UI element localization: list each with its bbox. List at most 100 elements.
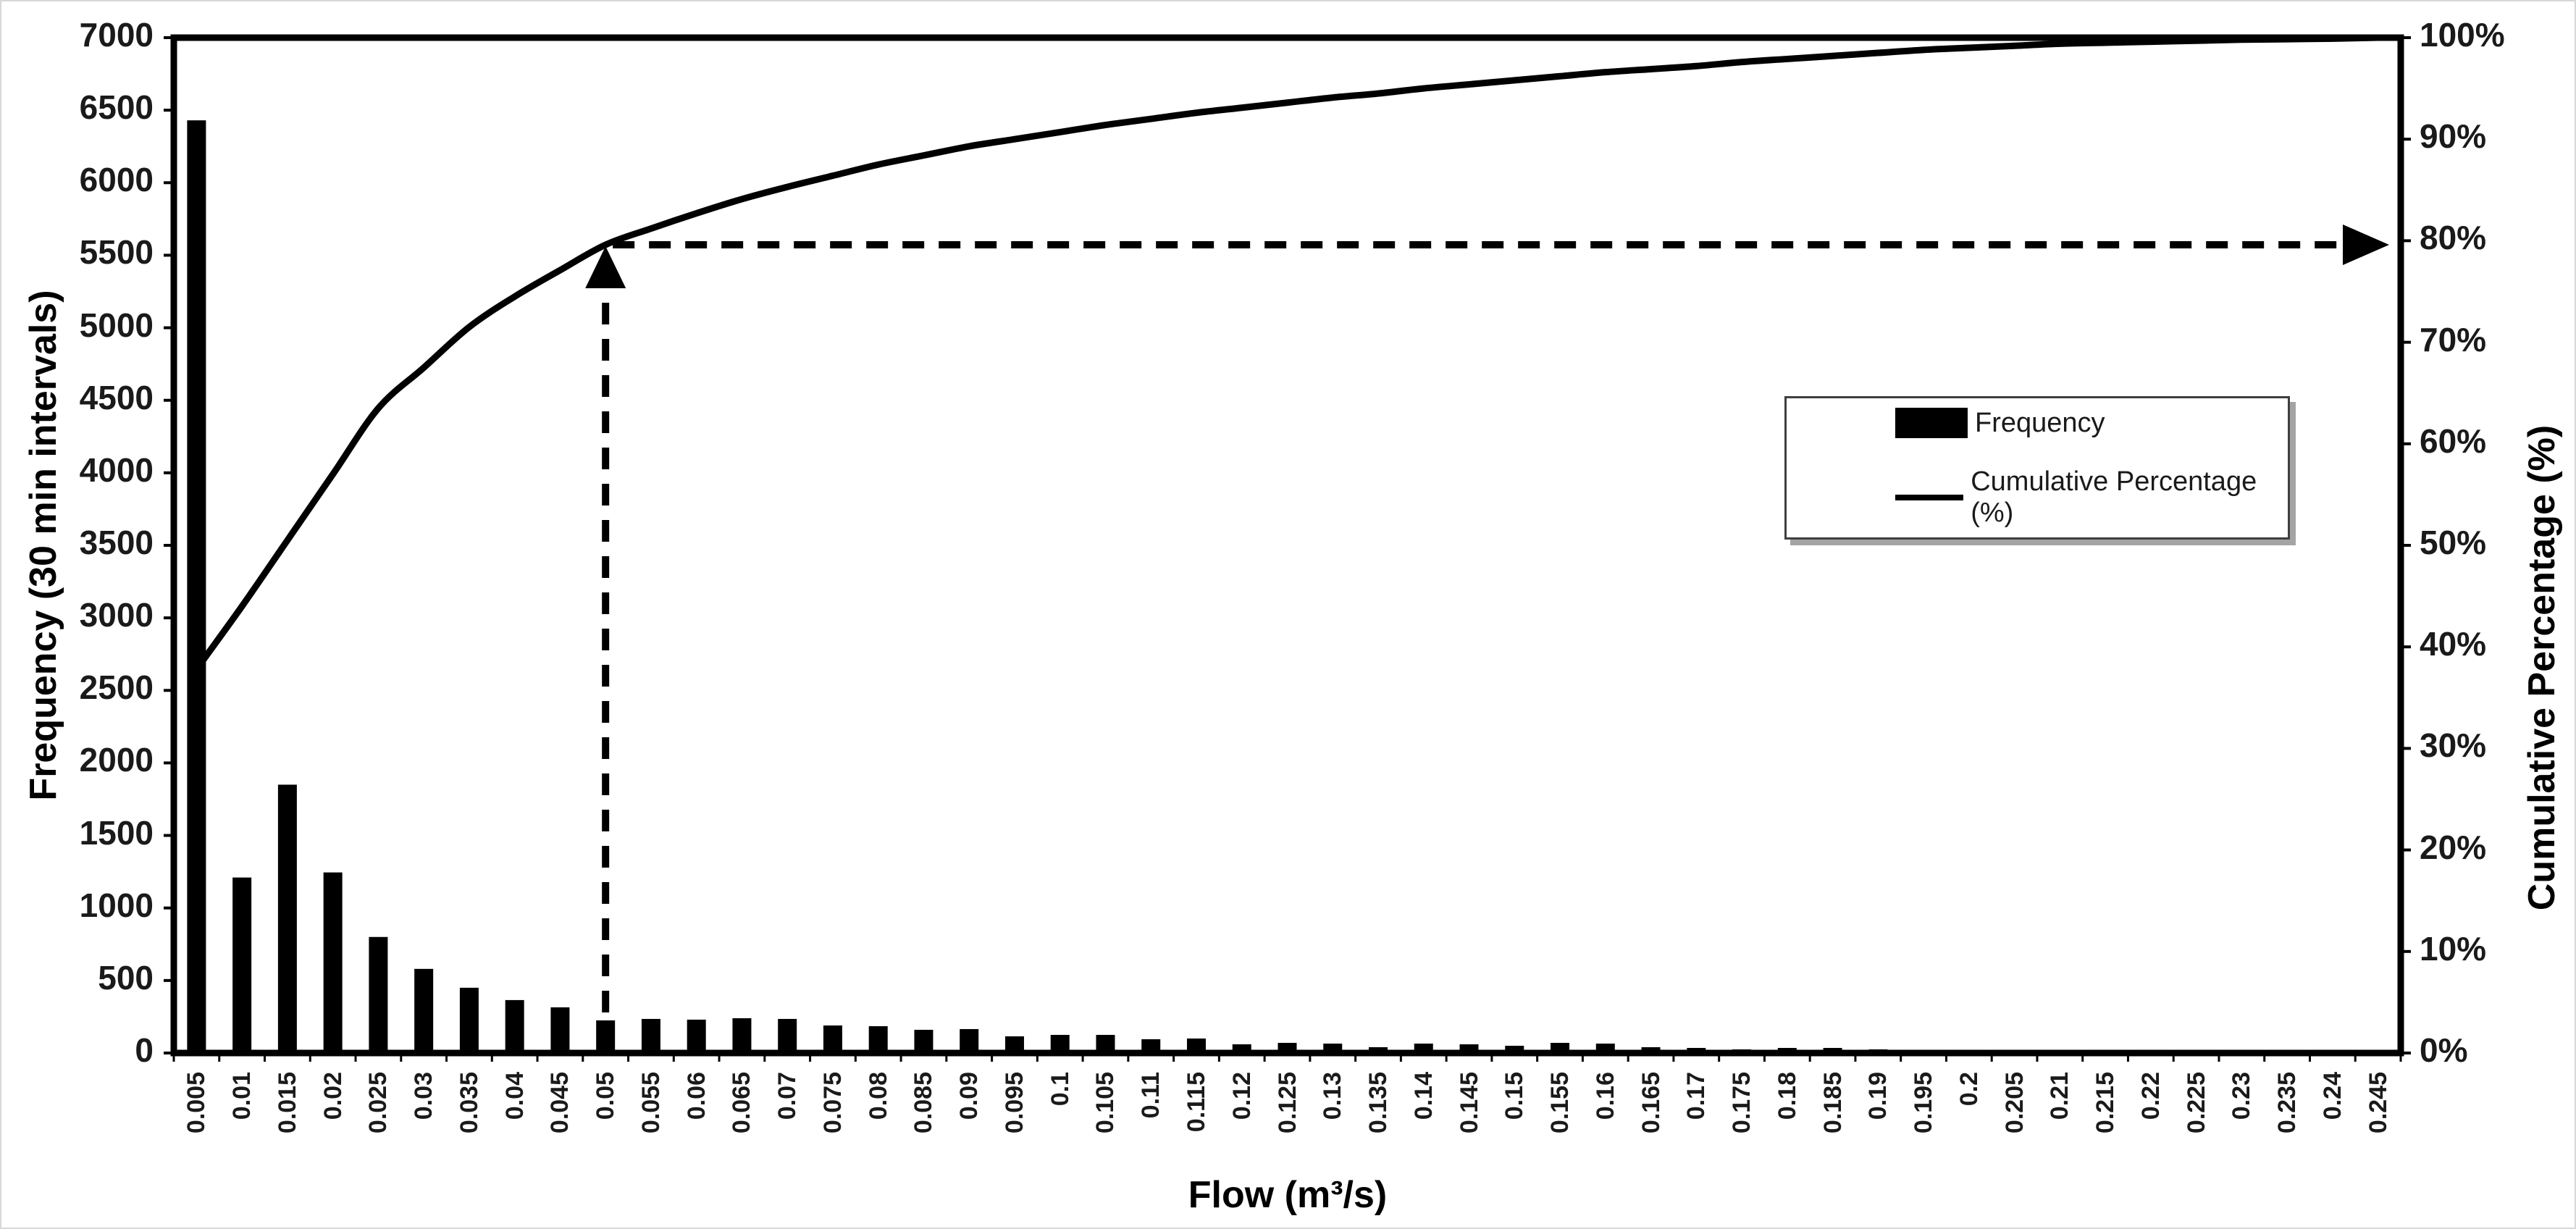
left-axis-tick-label: 500 [98, 958, 154, 997]
x-axis-tick-label: 0.165 [1637, 1072, 1665, 1134]
x-axis-tick-label: 0.03 [410, 1072, 438, 1120]
x-axis-tick-label: 0.175 [1728, 1072, 1756, 1134]
left-axis-tick-label: 1000 [79, 886, 154, 924]
legend-entry-frequency: Frequency [1895, 408, 2288, 439]
right-axis-tick-label: 70% [2420, 320, 2487, 358]
frequency-bar [1141, 1039, 1161, 1050]
x-axis-tick-label: 0.065 [728, 1072, 756, 1134]
right-axis-tick-label: 100% [2420, 16, 2505, 54]
frequency-bar [960, 1028, 979, 1050]
plot-frame [170, 34, 2404, 1057]
frequency-bar [687, 1019, 706, 1050]
right-axis-tick-label: 30% [2420, 726, 2487, 765]
x-axis-tick-label: 0.19 [1864, 1072, 1892, 1120]
frequency-bar [1096, 1034, 1115, 1050]
x-axis-tick-label: 0.18 [1773, 1072, 1801, 1120]
frequency-bar [187, 120, 206, 1051]
frequency-bar [823, 1025, 842, 1050]
frequency-bar [641, 1018, 660, 1050]
x-axis-tick-label: 0.125 [1273, 1072, 1301, 1134]
x-axis-tick-label: 0.06 [682, 1072, 710, 1120]
x-axis-tick-label: 0.105 [1091, 1072, 1120, 1134]
frequency-bar [1232, 1044, 1251, 1050]
left-axis-tick-label: 0 [135, 1031, 154, 1069]
up-arrowhead-icon [585, 246, 626, 289]
frequency-bar [1641, 1046, 1661, 1050]
frequency-bar [369, 936, 388, 1050]
x-axis-tick-label: 0.08 [864, 1072, 892, 1120]
x-axis-tick-label: 0.215 [2092, 1072, 2120, 1134]
frequency-bar [232, 877, 252, 1050]
x-axis-tick-label: 0.05 [592, 1072, 620, 1120]
x-axis-tick-label: 0.235 [2273, 1072, 2302, 1134]
left-axis-tick-label: 5000 [79, 306, 154, 344]
x-axis-tick-label: 0.225 [2182, 1072, 2210, 1134]
right-axis-tick-label: 20% [2420, 828, 2487, 866]
frequency-bar [277, 784, 297, 1050]
frequency-bar [1459, 1044, 1479, 1050]
x-axis-tick-label: 0.075 [818, 1072, 847, 1134]
x-axis-tick-label: 0.01 [228, 1072, 256, 1120]
x-axis-tick-label: 0.245 [2364, 1072, 2392, 1134]
frequency-bar [1868, 1049, 1888, 1050]
frequency-bar [1050, 1034, 1070, 1050]
x-axis-tick-label: 0.085 [910, 1072, 938, 1134]
left-axis-tick-label: 3000 [79, 596, 154, 634]
frequency-bar [732, 1018, 752, 1050]
x-axis-tick-label: 0.17 [1682, 1072, 1711, 1120]
x-axis-tick-label: 0.155 [1546, 1072, 1574, 1134]
x-axis-tick-label: 0.1 [1046, 1072, 1074, 1107]
x-axis-tick-label: 0.055 [637, 1072, 665, 1134]
legend-label: Frequency [1975, 407, 2105, 438]
x-axis-tick-label: 0.025 [364, 1072, 393, 1134]
frequency-bar [1505, 1045, 1524, 1050]
frequency-bar [778, 1018, 797, 1050]
left-axis-tick-label: 3500 [79, 524, 154, 561]
x-axis-tick-label: 0.135 [1364, 1072, 1392, 1134]
x-axis-tick-label: 0.15 [1501, 1072, 1529, 1120]
frequency-bar [550, 1007, 570, 1050]
frequency-bar [1414, 1043, 1433, 1050]
left-axis-tick-label: 6000 [79, 161, 154, 199]
x-axis-tick-label: 0.16 [1591, 1072, 1619, 1120]
left-axis-title: Frequency (30 min intervals) [22, 290, 64, 801]
frequency-bar [868, 1025, 888, 1050]
x-axis-tick-label: 0.11 [1137, 1072, 1165, 1119]
x-axis-tick-label: 0.2 [1955, 1072, 1983, 1107]
frequency-bar [1777, 1047, 1797, 1050]
x-axis-tick-label: 0.21 [2046, 1072, 2074, 1120]
legend: Frequency Cumulative Percentage (%) [1784, 396, 2290, 540]
x-axis-tick-label: 0.145 [1455, 1072, 1483, 1134]
frequency-bar [1277, 1042, 1297, 1050]
right-axis-tick-label: 60% [2420, 421, 2487, 460]
frequency-bar [1004, 1036, 1024, 1050]
x-axis-tick-label: 0.14 [1409, 1072, 1438, 1120]
x-axis-tick-label: 0.205 [2000, 1072, 2029, 1134]
left-axis-tick-label: 6500 [79, 88, 154, 127]
x-axis-tick-label: 0.23 [2228, 1072, 2256, 1120]
x-axis-tick-label: 0.005 [182, 1072, 211, 1134]
frequency-bar [459, 987, 479, 1050]
frequency-bar [1369, 1046, 1388, 1050]
frequency-bar [323, 872, 343, 1050]
x-axis-tick-label: 0.195 [1910, 1072, 1938, 1134]
right-axis-tick-label: 90% [2420, 117, 2487, 156]
x-axis-tick-label: 0.13 [1319, 1072, 1347, 1120]
left-axis-tick-label: 4500 [79, 378, 154, 416]
cumulative-percentage-line [193, 34, 2382, 673]
x-axis-tick-label: 0.035 [455, 1072, 483, 1134]
left-axis-tick-label: 1500 [79, 813, 154, 852]
x-axis-tick-label: 0.07 [773, 1072, 802, 1120]
left-axis-tick-label: 4000 [79, 450, 154, 489]
frequency-bar-swatch-icon [1895, 408, 1968, 438]
left-axis-tick-label: 5500 [79, 233, 154, 272]
frequency-bar [1323, 1043, 1343, 1050]
left-axis-tick-label: 7000 [79, 16, 154, 54]
x-axis-tick-label: 0.04 [500, 1072, 529, 1120]
frequency-bar [1186, 1038, 1206, 1050]
x-axis-tick-label: 0.015 [273, 1072, 301, 1134]
frequency-bar [914, 1029, 934, 1050]
legend-label: Cumulative Percentage (%) [1971, 466, 2257, 528]
